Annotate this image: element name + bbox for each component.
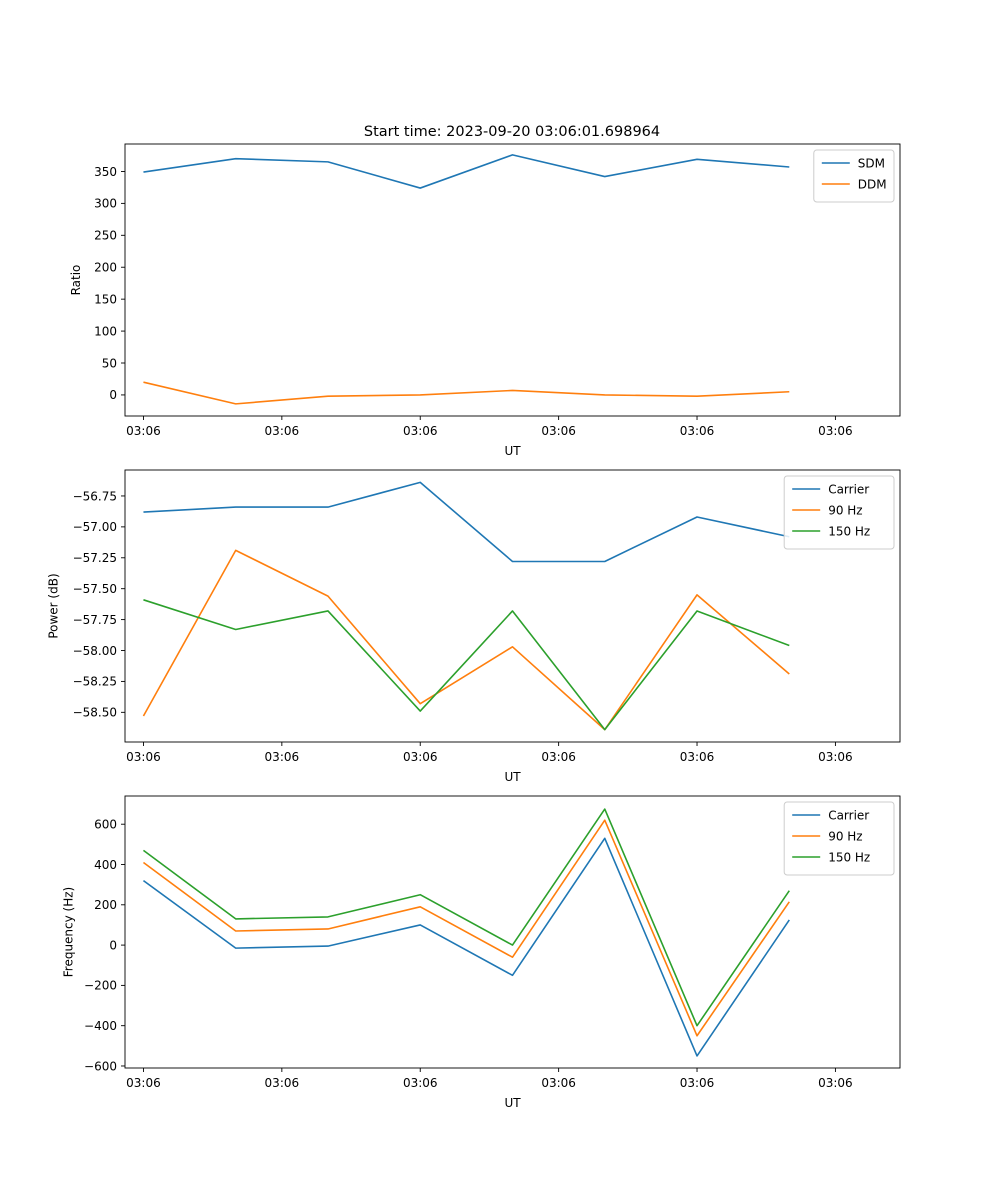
legend-label: 90 Hz (828, 830, 862, 844)
series-line-sdm (143, 154, 790, 189)
y-tick-label: 200 (94, 898, 117, 912)
y-tick-label: 100 (94, 324, 117, 338)
series-line-90-hz (142, 819, 790, 1037)
y-tick-label: −58.25 (73, 675, 117, 689)
x-tick-label: 03:06 (680, 424, 715, 438)
x-tick-label: 03:06 (126, 750, 161, 764)
y-tick-label: −56.75 (73, 489, 117, 503)
series-line-carrier (142, 837, 790, 1057)
figure-title: Start time: 2023-09-20 03:06:01.698964 (364, 124, 660, 140)
series-line-150-hz (143, 599, 790, 731)
y-tick-label: 50 (102, 356, 117, 370)
series-line-150-hz (142, 808, 790, 1027)
axes-ratio: 03:06 03:06 03:06 03:06 03:06 03:06 0 50 100 150 2… (69, 143, 901, 458)
x-tick-label: 03:06 (265, 1076, 300, 1090)
y-tick-label: 300 (94, 197, 117, 211)
x-tick-label: 03:06 (541, 750, 576, 764)
axes-power: 03:06 03:06 03:06 03:06 03:06 03:06 −58.50 −58.… (46, 469, 901, 784)
y-axis-label: Power (dB) (46, 573, 60, 638)
axes-frame (124, 469, 901, 743)
x-axis-label: UT (504, 444, 521, 458)
axes-frequency: 03:06 03:06 03:06 03:06 03:06 03:06 −600 −400 −2… (62, 795, 901, 1110)
y-tick-label: −57.25 (73, 551, 117, 565)
x-tick-label: 03:06 (818, 1076, 853, 1090)
y-tick-label: 0 (109, 388, 117, 402)
x-tick-label: 03:06 (680, 750, 715, 764)
legend-label: Carrier (828, 483, 869, 497)
y-tick-label: −57.50 (73, 582, 117, 596)
legend-label: 90 Hz (828, 504, 862, 518)
y-axis-label: Frequency (Hz) (62, 887, 76, 978)
x-tick-label: 03:06 (680, 1076, 715, 1090)
x-tick-label: 03:06 (403, 750, 438, 764)
axes-frame (124, 795, 901, 1069)
x-tick-label: 03:06 (403, 424, 438, 438)
x-axis-label: UT (504, 770, 521, 784)
y-tick-label: −200 (84, 979, 117, 993)
x-tick-label: 03:06 (541, 424, 576, 438)
y-tick-label: 0 (109, 938, 117, 952)
x-tick-label: 03:06 (541, 1076, 576, 1090)
y-tick-label: 400 (94, 858, 117, 872)
legend-label: SDM (858, 157, 885, 171)
y-tick-label: −58.50 (73, 706, 117, 720)
x-tick-label: 03:06 (126, 1076, 161, 1090)
legend-label: 150 Hz (828, 525, 870, 539)
y-tick-label: −57.75 (73, 613, 117, 627)
series-line-90-hz (142, 549, 790, 731)
y-tick-label: −600 (84, 1059, 117, 1073)
x-axis-label: UT (504, 1096, 521, 1110)
y-axis-label: Ratio (69, 265, 83, 296)
legend-label: 150 Hz (828, 851, 870, 865)
y-tick-label: −57.00 (73, 520, 117, 534)
y-tick-label: 250 (94, 229, 117, 243)
y-tick-label: 150 (94, 292, 117, 306)
x-tick-label: 03:06 (265, 424, 300, 438)
y-tick-label: 600 (94, 818, 117, 832)
legend-label: DDM (858, 178, 887, 192)
series-line-ddm (143, 381, 790, 405)
series-line-carrier (143, 481, 790, 563)
x-tick-label: 03:06 (403, 1076, 438, 1090)
x-tick-label: 03:06 (818, 424, 853, 438)
y-tick-label: 350 (94, 165, 117, 179)
legend-label: Carrier (828, 809, 869, 823)
x-tick-label: 03:06 (265, 750, 300, 764)
x-tick-label: 03:06 (126, 424, 161, 438)
x-tick-label: 03:06 (818, 750, 853, 764)
axes-frame (124, 143, 901, 417)
y-tick-label: −58.00 (73, 644, 117, 658)
y-tick-label: −400 (84, 1019, 117, 1033)
y-tick-label: 200 (94, 261, 117, 275)
